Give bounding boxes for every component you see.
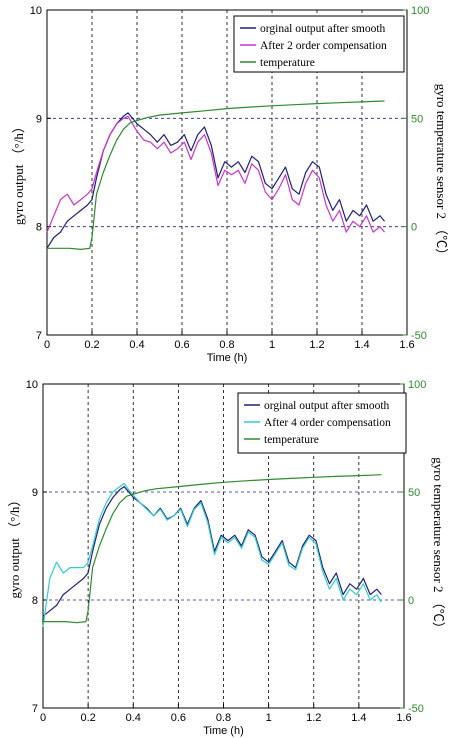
x-tick-label: 0.6	[171, 712, 186, 724]
x-tick-label: 1.4	[354, 339, 369, 351]
y-axis-label: gyro output （°/h）	[11, 120, 26, 225]
legend-entry: orginal output after smooth	[260, 23, 386, 35]
legend-box	[233, 15, 405, 73]
y-tick-label: 7	[36, 330, 42, 342]
series-line-3	[47, 100, 385, 250]
y-tick-label: 10	[26, 379, 38, 391]
y2-axis-label: gyro temperature sensor 2 （℃）	[434, 84, 449, 262]
y2-tick-label: -50	[411, 330, 427, 342]
x-axis-label: Time (h)	[207, 352, 248, 364]
x-tick-label: 0.4	[129, 339, 144, 351]
legend-entry: temperature	[260, 57, 315, 69]
y2-tick-label: 100	[411, 5, 429, 17]
series-line-1	[42, 486, 382, 617]
x-tick-label: 0	[40, 712, 46, 724]
y2-tick-label: 50	[411, 113, 423, 125]
chart-1: 0 0.2 0.4 0.6 0.8 1 1.2 1.4 1.6 7 8 9 10 -50 0 50 100 Tim…	[11, 5, 449, 364]
chart-2: 0 0.2 0.4 0.6 0.8 1 1.2 1.4 1.6 7 8 9 10 -50 0 50 100 Tim…	[7, 379, 446, 737]
y-axis-label: gyro output （°/h）	[7, 494, 22, 599]
x-tick-label: 0.8	[219, 339, 234, 351]
legend-entry: temperature	[264, 434, 319, 446]
y-tick-label: 7	[32, 703, 38, 715]
series-line-2	[42, 482, 382, 628]
x-tick-label: 0.4	[126, 712, 141, 724]
x-tick-label: 1.2	[306, 712, 321, 724]
x-tick-label: 1.6	[396, 712, 411, 724]
y-tick-label: 9	[36, 113, 42, 125]
y-tick-label: 8	[32, 595, 38, 607]
x-tick-label: 1	[266, 712, 272, 724]
x-tick-label: 1	[269, 339, 275, 351]
x-tick-label: 0.2	[84, 339, 99, 351]
y-tick-label: 9	[32, 487, 38, 499]
y2-tick-label: 0	[408, 595, 414, 607]
legend-entry: orginal output after smooth	[264, 400, 390, 412]
legend: orginal output after smooth After 2 order…	[233, 15, 405, 73]
x-tick-label: 0.2	[80, 712, 95, 724]
y2-tick-label: 100	[408, 379, 426, 391]
x-tick-label: 0.6	[174, 339, 189, 351]
legend-box	[237, 392, 407, 454]
x-tick-label: 1.2	[309, 339, 324, 351]
legend-entry: After 2 order compensation	[260, 40, 387, 52]
x-axis-label: Time (h)	[203, 725, 244, 737]
series-line-2	[46, 115, 385, 233]
series-line-3	[43, 474, 382, 624]
y2-tick-label: 0	[411, 222, 417, 234]
y2-axis-label: gyro temperature sensor 2 （℃）	[431, 457, 446, 635]
x-tick-label: 1.6	[399, 339, 414, 351]
y2-tick-label: 50	[408, 487, 420, 499]
x-tick-label: 0.8	[216, 712, 231, 724]
legend-entry: After 4 order compensation	[264, 417, 391, 429]
y2-tick-label: -50	[408, 703, 424, 715]
x-tick-label: 0	[44, 339, 50, 351]
x-tick-label: 1.4	[351, 712, 366, 724]
legend: orginal output after smooth After 4 order…	[237, 392, 407, 454]
y-tick-label: 8	[36, 222, 42, 234]
y-tick-label: 10	[30, 5, 42, 17]
